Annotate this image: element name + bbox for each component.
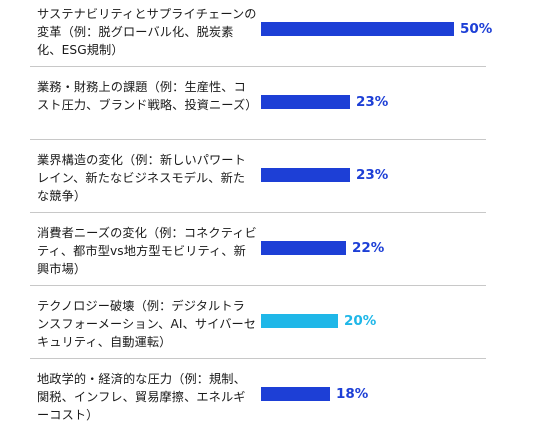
category-label: 消費者ニーズの変化（例：コネクティビティ、都市型vs地方型モビリティ、新興市場）	[37, 226, 257, 276]
bar	[261, 314, 338, 328]
chart-row: サステナビリティとサプライチェーンの変革（例：脱グローバル化、脱炭素化、ESG規…	[0, 0, 536, 73]
value-label: 50%	[460, 21, 493, 37]
value-label: 20%	[344, 313, 377, 329]
row-divider	[30, 66, 486, 67]
bar	[261, 168, 350, 182]
category-label: 地政学的・経済的な圧力（例：規制、関税、インフレ、貿易摩擦、エネルギーコスト）	[37, 372, 246, 422]
row-divider	[30, 358, 486, 359]
value-label: 23%	[356, 167, 389, 183]
category-label: サステナビリティとサプライチェーンの変革（例：脱グローバル化、脱炭素化、ESG規…	[37, 7, 257, 57]
value-label: 23%	[356, 94, 389, 110]
chart-row: 消費者ニーズの変化（例：コネクティビティ、都市型vs地方型モビリティ、新興市場）…	[0, 219, 536, 292]
value-label: 22%	[352, 240, 385, 256]
bar	[261, 241, 346, 255]
category-label: テクノロジー破壊（例：デジタルトランスフォーメーション、AI、サイバーセキュリテ…	[37, 299, 257, 349]
chart-row: 業界構造の変化（例：新しいパワートレイン、新たなビジネスモデル、新たな競争） 23…	[0, 146, 536, 219]
chart-row: 業務・財務上の課題（例：生産性、コスト圧力、ブランド戦略、投資ニーズ） 23%	[0, 73, 536, 146]
value-label: 18%	[336, 386, 369, 402]
chart-row: 地政学的・経済的な圧力（例：規制、関税、インフレ、貿易摩擦、エネルギーコスト） 1…	[0, 365, 536, 438]
bar	[261, 387, 330, 401]
row-divider	[30, 212, 486, 213]
bar	[261, 22, 454, 36]
row-divider	[30, 285, 486, 286]
row-divider	[30, 139, 486, 140]
chart-row: テクノロジー破壊（例：デジタルトランスフォーメーション、AI、サイバーセキュリテ…	[0, 292, 536, 365]
category-label: 業界構造の変化（例：新しいパワートレイン、新たなビジネスモデル、新たな競争）	[37, 153, 246, 203]
category-label: 業務・財務上の課題（例：生産性、コスト圧力、ブランド戦略、投資ニーズ）	[37, 80, 258, 112]
bar	[261, 95, 350, 109]
